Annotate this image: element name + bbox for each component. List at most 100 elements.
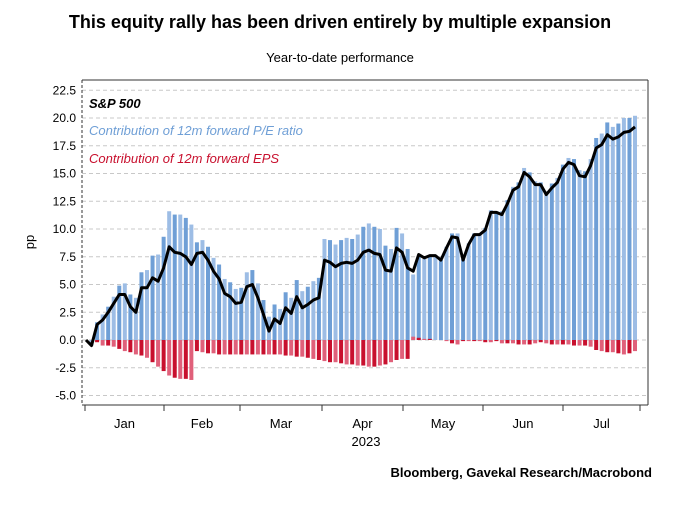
pe-bar [328,240,332,340]
pe-bar [599,133,604,340]
pe-bar [450,233,454,340]
x-tick-label: May [431,416,456,431]
pe-bar [117,285,122,340]
pe-bar [133,297,138,340]
pe-bar [178,214,183,340]
pe-bar [427,256,432,340]
pe-bar [183,217,188,340]
eps-bar [566,340,571,345]
pe-bar [111,296,116,340]
sp500-line-group [84,125,636,348]
pe-bar [244,272,249,340]
y-axis: 22.5 20.0 17.5 15.0 12.5 10.0 7.5 5.0 2.5 0.0 -2.5… [53,79,649,405]
eps-bar [516,340,521,345]
pe-bar [533,181,538,340]
eps-bar [267,340,271,355]
pe-bar [405,248,410,340]
pe-bar [300,291,305,340]
eps-bar [383,340,388,365]
eps-bar [217,340,222,355]
pe-bar [206,246,210,340]
pe-bar [583,171,588,340]
eps-bar [555,340,560,345]
eps-bar [411,336,416,340]
pe-bar [627,118,632,340]
eps-bar [95,340,100,343]
eps-bar [228,340,233,355]
eps-bar [244,340,249,355]
y-tick-label: 12.5 [53,194,77,208]
eps-bar [322,340,327,362]
eps-bar [294,340,299,357]
eps-bar [544,340,549,344]
eps-bar [416,337,421,340]
eps-bar [466,340,471,342]
pe-bar [239,287,244,340]
eps-bar [355,340,360,366]
pe-bar [621,118,626,340]
eps-bar [610,340,615,353]
eps-bar [605,340,610,353]
pe-bar [538,182,543,340]
pe-bar [383,245,388,340]
pe-bar [172,214,177,340]
pe-bar [555,177,560,340]
eps-bar [361,340,366,366]
pe-bar [366,223,371,340]
source-note: Bloomberg, Gavekal Research/Macrobond [390,465,652,480]
y-tick-label: -5.0 [55,389,76,403]
eps-bar [389,340,393,363]
eps-bar [339,340,344,364]
eps-bar [599,340,604,352]
pe-bar [211,257,216,340]
eps-bar [538,340,543,343]
pe-bar [544,191,549,340]
y-tick-label: 5.0 [59,278,76,292]
eps-bar [344,340,349,365]
eps-bar [328,340,332,363]
pe-bar [377,229,382,340]
x-tick-label: Jul [593,416,610,431]
pe-bar [100,314,105,340]
legend-pe: Contribution of 12m forward P/E ratio [89,123,303,138]
pe-bar [333,244,338,340]
eps-bar [616,340,621,354]
pe-bar [355,234,360,340]
pe-bar [572,159,576,340]
pe-bar [577,170,582,340]
chart-subtitle: Year-to-date performance [266,50,414,65]
pe-bar [511,186,515,340]
y-axis-label: pp [22,235,37,249]
eps-bar [494,340,499,342]
pe-bar [261,300,266,340]
eps-bar [316,340,321,360]
pe-bar [411,274,416,340]
pe-bar [394,227,399,340]
eps-bar [300,340,305,357]
eps-bar [560,340,565,345]
pe-bar [95,322,100,340]
eps-bar [499,340,504,344]
eps-bar [533,340,538,344]
x-tick-label: Apr [352,416,373,431]
eps-bar [145,340,149,358]
eps-bar [405,340,410,359]
eps-bar [206,340,210,354]
pe-bar [560,164,565,340]
y-tick-label: 20.0 [53,111,77,125]
eps-bar [194,340,199,352]
eps-bar [505,340,510,344]
legend-eps: Contribution of 12m forward EPS [89,151,279,166]
bars [89,115,637,380]
x-axis-label: 2023 [352,434,381,449]
pe-bar [361,226,366,340]
pe-bar [522,167,527,340]
eps-bar [311,340,316,359]
pe-bar [438,260,443,340]
x-axis: Jan Feb Mar Apr May Jun Jul [82,404,648,431]
pe-bar [488,210,493,340]
x-tick-label: Jun [513,416,534,431]
eps-bar [133,340,138,355]
pe-bar [161,236,166,340]
